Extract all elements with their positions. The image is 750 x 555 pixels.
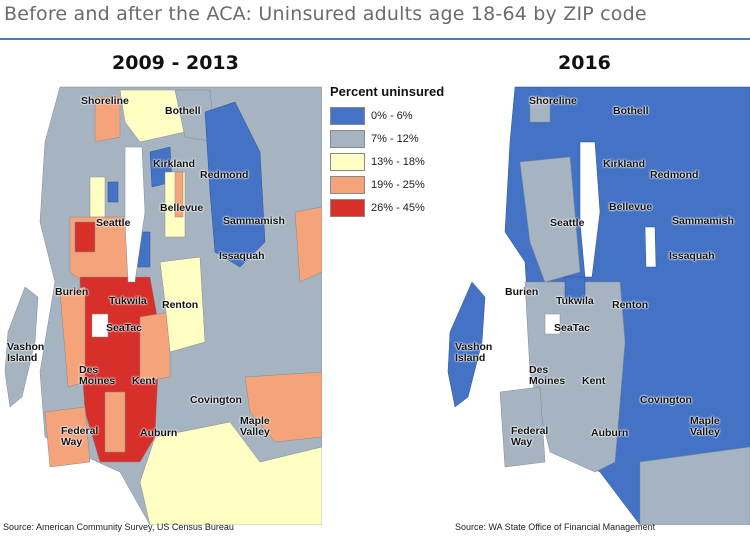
legend-swatch — [330, 199, 365, 217]
legend-label: 13% - 18% — [371, 156, 425, 168]
legend-label: 26% - 45% — [371, 202, 425, 214]
region-seatac-hole — [91, 313, 109, 338]
region-south-county-gray — [639, 446, 750, 525]
label-sammamish-2016: Sammamish — [672, 215, 734, 227]
label-burien: Burien — [55, 286, 89, 298]
legend-label: 7% - 12% — [371, 133, 419, 145]
region-federal-way-gray — [499, 386, 546, 468]
label-shoreline: Shoreline — [81, 95, 129, 107]
legend: Percent uninsured 0% - 6% 7% - 12% 13% -… — [330, 84, 480, 220]
legend-swatch — [330, 107, 365, 125]
legend-item: 7% - 12% — [330, 128, 480, 150]
map-2009-2013 — [0, 42, 322, 525]
label-vashon-island-2016: Vashon Island — [455, 341, 493, 364]
label-federal-way-2016: Federal Way — [511, 425, 549, 448]
label-shoreline-2016: Shoreline — [529, 95, 577, 107]
legend-swatch — [330, 176, 365, 194]
region-shoreline-orange — [94, 96, 121, 143]
region-seattle-red — [74, 221, 96, 253]
source-right: Source: WA State Office of Financial Man… — [455, 522, 656, 532]
legend-label: 19% - 25% — [371, 179, 425, 191]
label-seattle: Seattle — [96, 217, 131, 229]
legend-item: 13% - 18% — [330, 151, 480, 173]
region-bellevue-orange — [174, 171, 184, 218]
label-tukwila: Tukwila — [109, 295, 147, 307]
chart-title: Before and after the ACA: Uninsured adul… — [4, 3, 647, 25]
legend-title: Percent uninsured — [330, 84, 445, 99]
legend-item: 19% - 25% — [330, 174, 480, 196]
region-sammamish-orange — [294, 206, 322, 283]
label-issaquah: Issaquah — [219, 250, 265, 262]
legend-item: 26% - 45% — [330, 197, 480, 219]
vashon-island — [447, 281, 486, 408]
region-southeast-yellow — [139, 421, 322, 525]
label-auburn-2016: Auburn — [591, 427, 629, 439]
label-kirkland-2016: Kirkland — [603, 158, 646, 170]
lake-washington — [579, 141, 601, 278]
label-tukwila-2016: Tukwila — [556, 295, 594, 307]
lake-washington — [124, 146, 146, 283]
legend-swatch — [330, 130, 365, 148]
label-burien-2016: Burien — [505, 286, 539, 298]
label-maple-valley-2016: Maple Valley — [690, 415, 720, 438]
label-seattle-2016: Seattle — [550, 217, 585, 229]
legend-swatch — [330, 153, 365, 171]
label-kirkland: Kirkland — [153, 158, 196, 170]
region-renton-yellow — [159, 256, 206, 353]
region-seattle-blue — [107, 181, 119, 203]
label-bellevue-2016: Bellevue — [609, 201, 653, 213]
lake-sammamish — [644, 226, 657, 268]
region-redmond-blue — [204, 101, 266, 268]
vashon-island — [4, 286, 39, 408]
label-vashon-island: Vashon Island — [7, 341, 45, 364]
label-des-moines-2016: Des Moines — [529, 364, 566, 387]
label-bothell-2016: Bothell — [613, 105, 649, 117]
label-seatac: SeaTac — [106, 322, 142, 334]
label-des-moines: Des Moines — [79, 364, 116, 387]
label-redmond: Redmond — [200, 169, 249, 181]
label-issaquah-2016: Issaquah — [669, 250, 715, 262]
region-north-yellow — [119, 89, 186, 143]
region-kent-orange — [139, 311, 171, 383]
label-covington: Covington — [190, 394, 242, 406]
region-seattle-gray — [519, 156, 581, 283]
label-bothell: Bothell — [165, 105, 201, 117]
legend-label: 0% - 6% — [371, 110, 413, 122]
map-title-2016: 2016 — [558, 52, 611, 74]
label-maple-valley: Maple Valley — [240, 415, 270, 438]
label-seatac-2016: SeaTac — [554, 322, 590, 334]
label-auburn: Auburn — [140, 427, 178, 439]
map-2016 — [430, 42, 750, 525]
title-divider — [0, 38, 750, 40]
label-kent: Kent — [132, 375, 156, 387]
region-shoreline-gray — [529, 96, 551, 123]
label-covington-2016: Covington — [640, 394, 692, 406]
region-auburn-orange — [104, 391, 126, 453]
region-federal-way-orange — [44, 406, 91, 468]
label-bellevue: Bellevue — [160, 202, 204, 214]
label-federal-way: Federal Way — [61, 425, 99, 448]
label-redmond-2016: Redmond — [650, 169, 699, 181]
region-tukwila-blue — [564, 276, 586, 301]
label-renton: Renton — [162, 299, 199, 311]
label-kent-2016: Kent — [582, 375, 606, 387]
source-left: Source: American Community Survey, US Ce… — [3, 522, 234, 532]
label-sammamish: Sammamish — [223, 215, 285, 227]
region-seatac-hole — [544, 313, 561, 335]
label-renton-2016: Renton — [612, 299, 649, 311]
legend-item: 0% - 6% — [330, 105, 480, 127]
region-maple-valley-orange — [244, 371, 322, 443]
region-south-orange-west — [59, 286, 86, 388]
region-seattle-yellow — [89, 176, 106, 218]
map-title-2009-2013: 2009 - 2013 — [112, 52, 239, 74]
